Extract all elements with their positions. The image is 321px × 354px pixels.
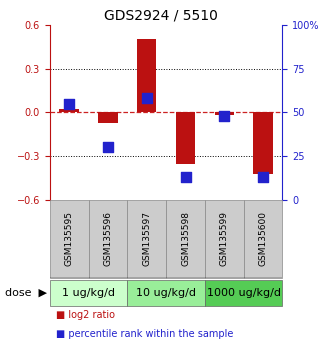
Bar — [98, 113, 117, 122]
Bar — [127, 200, 166, 278]
Text: GSM135595: GSM135595 — [65, 211, 74, 267]
Bar — [137, 39, 156, 113]
Bar — [244, 200, 282, 278]
Text: 1 ug/kg/d: 1 ug/kg/d — [62, 288, 115, 298]
Bar — [127, 280, 205, 306]
Bar — [50, 200, 89, 278]
Text: GSM135596: GSM135596 — [103, 211, 112, 267]
Point — [261, 175, 266, 180]
Text: ■ log2 ratio: ■ log2 ratio — [56, 310, 115, 320]
Text: GSM135597: GSM135597 — [142, 211, 151, 267]
Text: GSM135600: GSM135600 — [259, 211, 268, 267]
Bar — [205, 280, 282, 306]
Point — [144, 96, 149, 101]
Text: ■ percentile rank within the sample: ■ percentile rank within the sample — [56, 329, 234, 339]
Bar — [215, 113, 234, 115]
Bar — [176, 113, 195, 164]
Bar — [205, 200, 244, 278]
Bar — [50, 280, 127, 306]
Bar — [166, 200, 205, 278]
Bar — [59, 109, 79, 113]
Bar — [253, 113, 273, 174]
Point — [222, 113, 227, 119]
Point — [183, 175, 188, 180]
Bar — [89, 200, 127, 278]
Text: GSM135599: GSM135599 — [220, 211, 229, 267]
Text: 10 ug/kg/d: 10 ug/kg/d — [136, 288, 196, 298]
Text: 1000 ug/kg/d: 1000 ug/kg/d — [207, 288, 281, 298]
Text: GDS2924 / 5510: GDS2924 / 5510 — [104, 9, 217, 23]
Point — [66, 101, 72, 107]
Text: GSM135598: GSM135598 — [181, 211, 190, 267]
Point — [105, 144, 110, 150]
Text: dose  ▶: dose ▶ — [4, 288, 47, 298]
